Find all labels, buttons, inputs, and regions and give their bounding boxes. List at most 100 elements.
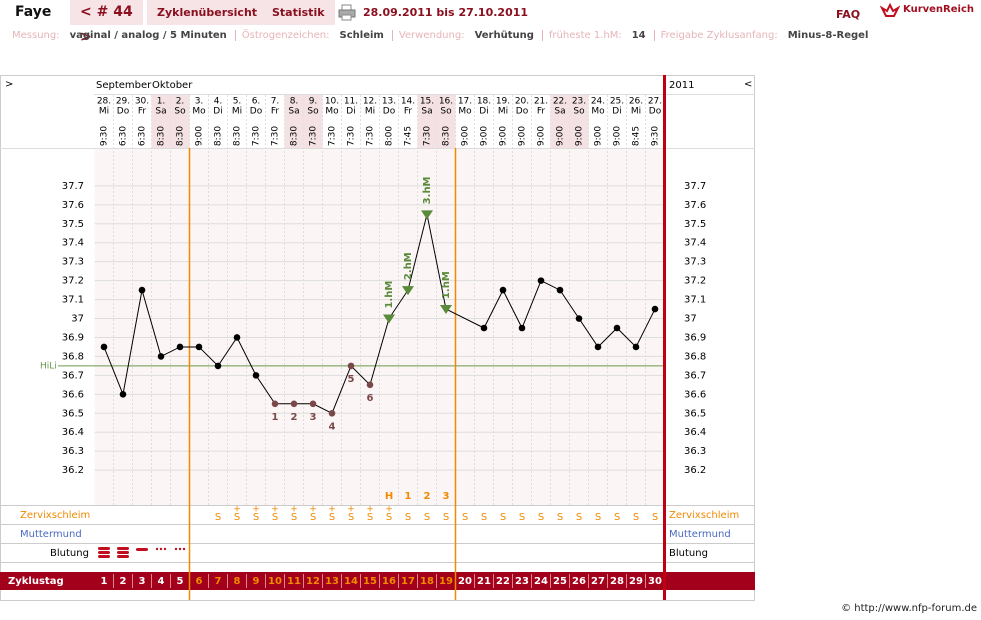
- faq-link[interactable]: FAQ: [836, 8, 861, 21]
- day-label: 19.: [496, 97, 510, 107]
- weekend-shade: [303, 95, 323, 148]
- temperature-point: [421, 210, 433, 220]
- cycle-day: 10: [268, 576, 282, 587]
- weekend-shade: [569, 95, 589, 148]
- temperature-point: [252, 372, 260, 379]
- y-tick-label: 36.5: [62, 408, 84, 419]
- date-range: 28.09.2011 bis 27.10.2011: [363, 6, 529, 19]
- weekend-shade: [151, 95, 171, 148]
- low-label: 6: [367, 393, 374, 404]
- cervix-symbol: S: [253, 512, 259, 523]
- peak-mark: 3: [443, 491, 450, 502]
- cycle-day: 24: [534, 576, 548, 587]
- y-tick-label: 37.4: [62, 238, 84, 249]
- cervix-plus: +: [366, 505, 374, 515]
- info-value: Verhütung: [474, 30, 534, 41]
- day-label: 27.: [648, 97, 662, 107]
- time-label: 7:30: [423, 126, 433, 146]
- cycle-day: 20: [458, 576, 472, 587]
- temperature-point: [328, 409, 336, 417]
- peak-mark: 1: [405, 491, 412, 502]
- time-label: 9:00: [575, 126, 585, 146]
- weekday-label: Mi: [99, 107, 109, 117]
- cycle-nav[interactable]: < # 44 >: [70, 0, 143, 45]
- tab[interactable]: Statistik: [262, 0, 335, 25]
- day-label: 21.: [534, 97, 548, 107]
- y-tick-label-right: 36.8: [684, 351, 706, 362]
- weekday-label: Di: [479, 107, 488, 117]
- day-label: 29.: [116, 97, 130, 107]
- day-label: 20.: [515, 97, 529, 107]
- time-label: 7:30: [347, 126, 357, 146]
- day-label: 3.: [195, 97, 204, 107]
- weekday-label: Do: [516, 107, 529, 117]
- cervix-symbol: S: [215, 512, 221, 523]
- cervix-plus: +: [385, 505, 393, 515]
- cycle-day: 19: [439, 576, 453, 587]
- cervix-symbol: S: [500, 512, 506, 523]
- cervix-symbol: S: [443, 512, 449, 523]
- cycle-day: 23: [515, 576, 529, 587]
- temperature-point: [119, 391, 127, 398]
- cycle-day: 6: [196, 576, 203, 587]
- info-label: Freigabe Zyklusanfang:: [660, 30, 778, 41]
- weekday-label: Mi: [232, 107, 242, 117]
- temperature-point: [575, 315, 583, 322]
- cervix-symbol: S: [576, 512, 582, 523]
- time-label: 9:30: [100, 126, 110, 146]
- info-label: Messung:: [12, 30, 60, 41]
- cervix-symbol: S: [310, 512, 316, 523]
- tab[interactable]: Zyklenübersicht: [147, 0, 268, 25]
- info-label: früheste 1.hM:: [548, 30, 622, 41]
- y-tick-label-right: 36.5: [684, 408, 706, 419]
- row-label-right: Blutung: [669, 548, 708, 559]
- weekday-label: Fr: [537, 107, 546, 117]
- day-label: 9.: [309, 97, 318, 107]
- print-icon[interactable]: [338, 4, 356, 21]
- time-label: 6:30: [119, 126, 129, 146]
- cycle-day: 4: [158, 576, 165, 587]
- day-label: 1.: [157, 97, 166, 107]
- weekend-shade: [417, 95, 437, 148]
- weekday-label: Do: [117, 107, 130, 117]
- info-value: 14: [631, 30, 646, 41]
- cervix-symbol: S: [405, 512, 411, 523]
- y-tick-label: 37.5: [62, 219, 84, 230]
- y-tick-label-right: 36.3: [684, 446, 706, 457]
- gap-bridge: [445, 308, 485, 329]
- cervix-symbol: S: [481, 512, 487, 523]
- weekday-label: So: [440, 107, 452, 117]
- brand-icon: [880, 2, 900, 17]
- info-bar: Messung: vaginal / analog / 5 Minuten Östr…: [6, 30, 874, 41]
- weekend-shade: [436, 95, 456, 148]
- peak-mark: H: [385, 491, 393, 502]
- weekday-label: Fr: [138, 107, 147, 117]
- y-tick-label: 36.8: [62, 351, 84, 362]
- time-label: 7:45: [404, 126, 414, 146]
- time-label: 7:30: [328, 126, 338, 146]
- day-label: 11.: [344, 97, 358, 107]
- weekday-label: Do: [383, 107, 396, 117]
- y-tick-label: 37.3: [62, 257, 84, 268]
- y-tick-label-right: 37.4: [684, 238, 706, 249]
- y-tick-label: 36.7: [62, 370, 84, 381]
- day-label: 8.: [290, 97, 299, 107]
- y-tick-label-right: 37.3: [684, 257, 706, 268]
- time-label: 9:00: [461, 126, 471, 146]
- time-label: 9:00: [556, 126, 566, 146]
- y-tick-label-right: 36.6: [684, 389, 706, 400]
- brand[interactable]: KurvenReich: [903, 4, 975, 15]
- cervix-symbol: S: [538, 512, 544, 523]
- y-tick-label: 36.4: [62, 427, 84, 438]
- temperature-point: [214, 362, 222, 370]
- month-label: Oktober: [152, 80, 193, 91]
- day-label: 5.: [233, 97, 242, 107]
- day-label: 30.: [135, 97, 149, 107]
- temperature-point: [518, 324, 526, 332]
- day-label: 15.: [420, 97, 434, 107]
- low-label: 4: [329, 421, 336, 432]
- y-tick-label: 37.7: [62, 181, 84, 192]
- day-label: 14.: [401, 97, 415, 107]
- cycle-day: 9: [253, 576, 260, 587]
